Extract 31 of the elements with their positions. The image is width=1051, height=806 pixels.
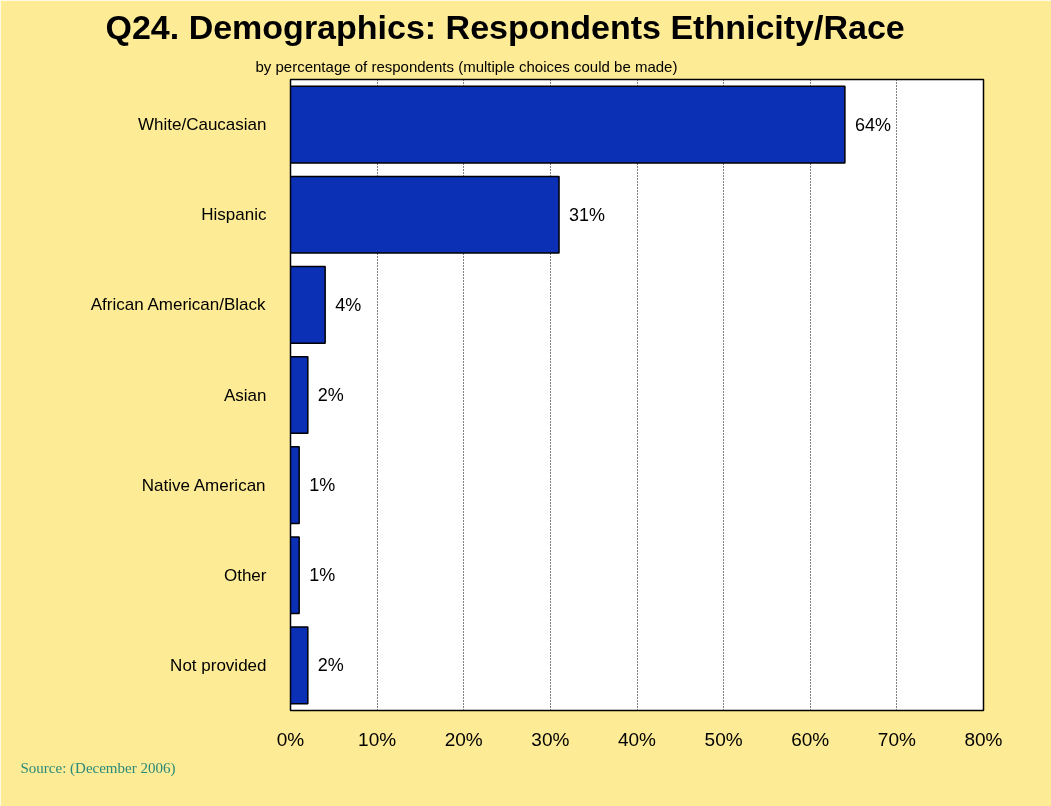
x-tick-label: 60% — [791, 728, 830, 750]
x-tick-label: 20% — [444, 728, 483, 750]
x-tick-label: 30% — [531, 728, 570, 750]
data-label: 1% — [309, 475, 336, 496]
x-tick-label: 10% — [358, 728, 397, 750]
bar — [290, 446, 300, 525]
y-tick-label: White/Caucasian — [138, 115, 267, 135]
bar — [290, 626, 309, 705]
data-label: 64% — [854, 114, 891, 135]
y-tick-label: Not provided — [170, 655, 267, 675]
data-label: 1% — [309, 565, 336, 586]
x-tick-label: 0% — [276, 728, 305, 750]
data-label: 31% — [569, 204, 606, 225]
chart-subtitle: by percentage of respondents (multiple choices could be made) — [255, 57, 678, 75]
source-note: Source: (December 2006) — [20, 759, 176, 777]
data-label: 4% — [335, 294, 362, 315]
bar — [290, 536, 300, 615]
data-label: 2% — [317, 655, 344, 676]
y-tick-label: Hispanic — [201, 205, 267, 225]
x-tick-label: 80% — [964, 728, 1003, 750]
chart-title: Q24. Demographics: Respondents Ethnicity/Race — [105, 7, 905, 46]
bar — [290, 265, 326, 344]
x-tick-label: 70% — [877, 728, 916, 750]
x-tick-label: 50% — [704, 728, 743, 750]
data-label: 2% — [317, 385, 344, 405]
y-tick-label: Asian — [223, 385, 267, 405]
y-tick-label: Other — [223, 565, 267, 585]
y-tick-label: African American/Black — [90, 295, 267, 315]
y-tick-label: Native American — [141, 475, 266, 495]
bar — [290, 355, 309, 435]
x-tick-label: 40% — [617, 728, 657, 750]
